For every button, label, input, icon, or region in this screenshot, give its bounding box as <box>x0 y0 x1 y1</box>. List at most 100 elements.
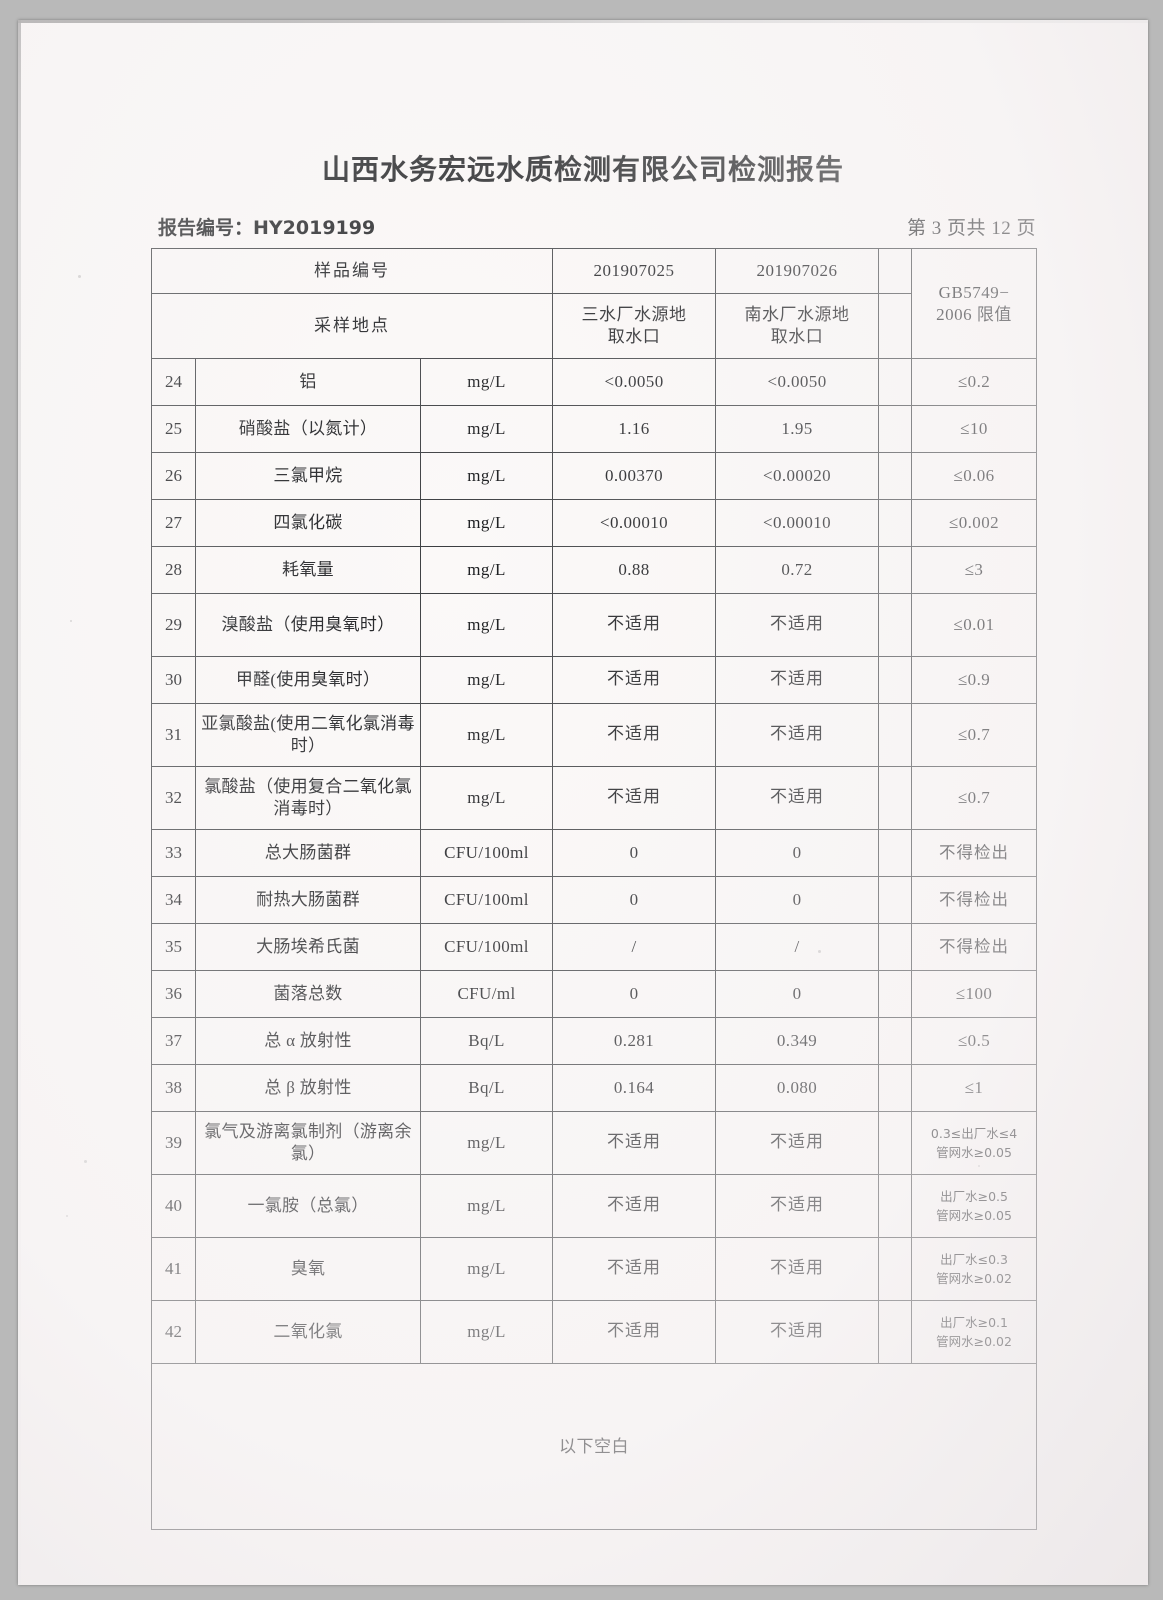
sample-2-value: 0 <box>715 876 880 924</box>
spacer-column-cell <box>878 452 913 500</box>
spacer-column-cell <box>878 293 913 359</box>
spacer-column-header <box>878 248 913 294</box>
parameter-unit: Bq/L <box>419 1017 554 1065</box>
standard-limit-value: ≤0.002 <box>911 499 1038 547</box>
sample-2-value: <0.00020 <box>715 452 880 500</box>
standard-limit-value: 出厂水≤0.3 管网水≥0.02 <box>911 1237 1038 1301</box>
parameter-unit: mg/L <box>419 593 554 657</box>
standard-limit-value: ≤10 <box>911 405 1038 453</box>
spacer-column-cell <box>878 970 913 1018</box>
sample-1-value: 不适用 <box>552 593 717 657</box>
sample-2-value: 0.080 <box>715 1064 880 1112</box>
parameter-unit: mg/L <box>419 656 554 704</box>
sample-1-value: 0 <box>552 970 717 1018</box>
spacer-column-cell <box>878 499 913 547</box>
sample-1-value: 不适用 <box>552 656 717 704</box>
sample-2-site-line2: 取水口 <box>770 327 824 346</box>
table-row: 35 大肠埃希氏菌 CFU/100ml / / 不得检出 <box>151 923 1038 971</box>
parameter-name: 氯气及游离氯制剂（游离余氯） <box>195 1111 421 1175</box>
document-body: 山西水务宏远水质检测有限公司检测报告 报告编号：HY2019199 第 3 页共… <box>18 20 1148 1585</box>
table-row: 37 总 α 放射性 Bq/L 0.281 0.349 ≤0.5 <box>151 1017 1038 1065</box>
sample-2-number: 201907026 <box>715 248 880 294</box>
spacer-column-cell <box>878 1300 913 1364</box>
parameter-name: 一氯胺（总氯） <box>195 1174 421 1238</box>
standard-limit-value: ≤0.01 <box>911 593 1038 657</box>
standard-limit-value: 0.3≤出厂水≤4 管网水≥0.05 <box>911 1111 1038 1175</box>
parameter-name: 溴酸盐（使用臭氧时） <box>195 593 421 657</box>
parameter-name: 臭氧 <box>195 1237 421 1301</box>
sample-1-value: <0.00010 <box>552 499 717 547</box>
sample-2-value: 1.95 <box>715 405 880 453</box>
sample-2-value: 不适用 <box>715 1174 880 1238</box>
parameter-unit: mg/L <box>419 405 554 453</box>
standard-limit-value: 不得检出 <box>911 829 1038 877</box>
row-index: 38 <box>151 1064 196 1112</box>
sample-no-label: 样品编号 <box>150 248 554 294</box>
table-row: 24 铝 mg/L <0.0050 <0.0050 ≤0.2 <box>151 358 1038 406</box>
standard-limit-line1: 出厂水≥0.5 <box>940 1188 1008 1204</box>
table-body: 样品编号 201907025 201907026 GB5749− 2006 限值… <box>150 248 1038 1530</box>
row-index: 41 <box>151 1237 196 1301</box>
page-indicator: 第 3 页共 12 页 <box>906 218 1036 239</box>
blank-area-row: 以下空白 <box>150 1363 1038 1530</box>
sample-2-value: 不适用 <box>715 1237 880 1301</box>
sample-2-site-line1: 南水厂水源地 <box>744 305 850 325</box>
standard-limit-header: GB5749− 2006 限值 <box>911 248 1038 359</box>
table-row: 31 亚氯酸盐(使用二氧化氯消毒时） mg/L 不适用 不适用 ≤0.7 <box>151 703 1038 767</box>
parameter-name: 大肠埃希氏菌 <box>195 923 421 971</box>
sample-1-value: 不适用 <box>552 1174 717 1238</box>
spacer-column-cell <box>878 1111 913 1175</box>
parameter-name: 菌落总数 <box>195 970 421 1018</box>
table-row: 29 溴酸盐（使用臭氧时） mg/L 不适用 不适用 ≤0.01 <box>151 593 1038 657</box>
sample-2-value: 不适用 <box>715 703 880 767</box>
standard-limit-value: 不得检出 <box>911 876 1038 924</box>
parameter-name: 总大肠菌群 <box>195 829 421 877</box>
parameter-unit: mg/L <box>419 499 554 547</box>
table-header-sample-no: 样品编号 201907025 201907026 GB5749− 2006 限值 <box>150 248 1038 359</box>
parameter-name: 三氯甲烷 <box>195 452 421 500</box>
row-index: 42 <box>151 1300 196 1364</box>
standard-limit-value: 不得检出 <box>911 923 1038 971</box>
table-row: 32 氯酸盐（使用复合二氧化氯消毒时） mg/L 不适用 不适用 ≤0.7 <box>151 766 1038 830</box>
sample-2-value: 0 <box>715 970 880 1018</box>
table-row: 38 总 β 放射性 Bq/L 0.164 0.080 ≤1 <box>151 1064 1038 1112</box>
report-number: 报告编号：HY2019199 <box>158 217 376 239</box>
parameter-name: 耐热大肠菌群 <box>195 876 421 924</box>
standard-limit-value: ≤1 <box>911 1064 1038 1112</box>
parameter-name: 铝 <box>195 358 421 406</box>
parameter-name: 甲醛(使用臭氧时） <box>195 656 421 704</box>
table-row: 41 臭氧 mg/L 不适用 不适用 出厂水≤0.3 管网水≥0.02 <box>151 1237 1038 1301</box>
page-title: 山西水务宏远水质检测有限公司检测报告 <box>321 153 844 186</box>
parameter-unit: mg/L <box>419 1300 554 1364</box>
parameter-unit: CFU/100ml <box>419 923 554 971</box>
table-row: 27 四氯化碳 mg/L <0.00010 <0.00010 ≤0.002 <box>151 499 1038 547</box>
standard-limit-value: ≤0.9 <box>911 656 1038 704</box>
row-index: 34 <box>151 876 196 924</box>
spacer-column-cell <box>878 593 913 657</box>
standard-limit-value: 出厂水≥0.5 管网水≥0.05 <box>911 1174 1038 1238</box>
spacer-column-cell <box>878 1174 913 1238</box>
sample-2-value: 0.72 <box>715 546 880 594</box>
sample-2-value: 0.349 <box>715 1017 880 1065</box>
sample-1-value: 0.00370 <box>552 452 717 500</box>
table-row: 34 耐热大肠菌群 CFU/100ml 0 0 不得检出 <box>151 876 1038 924</box>
spacer-column-cell <box>878 703 913 767</box>
parameter-name: 氯酸盐（使用复合二氧化氯消毒时） <box>195 766 421 830</box>
parameter-name: 二氧化氯 <box>195 1300 421 1364</box>
row-index: 26 <box>151 452 196 500</box>
row-index: 39 <box>151 1111 196 1175</box>
sample-2-value: 不适用 <box>715 656 880 704</box>
sample-1-site: 三水厂水源地 取水口 <box>552 293 717 359</box>
scanned-page-sheet: 山西水务宏远水质检测有限公司检测报告 报告编号：HY2019199 第 3 页共… <box>18 20 1148 1585</box>
standard-limit-line2: 管网水≥0.02 <box>936 1271 1012 1286</box>
parameter-unit: mg/L <box>419 452 554 500</box>
table-row: 30 甲醛(使用臭氧时） mg/L 不适用 不适用 ≤0.9 <box>151 656 1038 704</box>
row-index: 35 <box>151 923 196 971</box>
sample-1-value: 0 <box>552 876 717 924</box>
sample-1-value: 0 <box>552 829 717 877</box>
sample-2-value: 不适用 <box>715 593 880 657</box>
spacer-column-cell <box>878 1237 913 1301</box>
sample-1-value: 0.281 <box>552 1017 717 1065</box>
standard-limit-value: 出厂水≥0.1 管网水≥0.02 <box>911 1300 1038 1364</box>
standard-limit-line1: 0.3≤出厂水≤4 <box>930 1125 1018 1141</box>
